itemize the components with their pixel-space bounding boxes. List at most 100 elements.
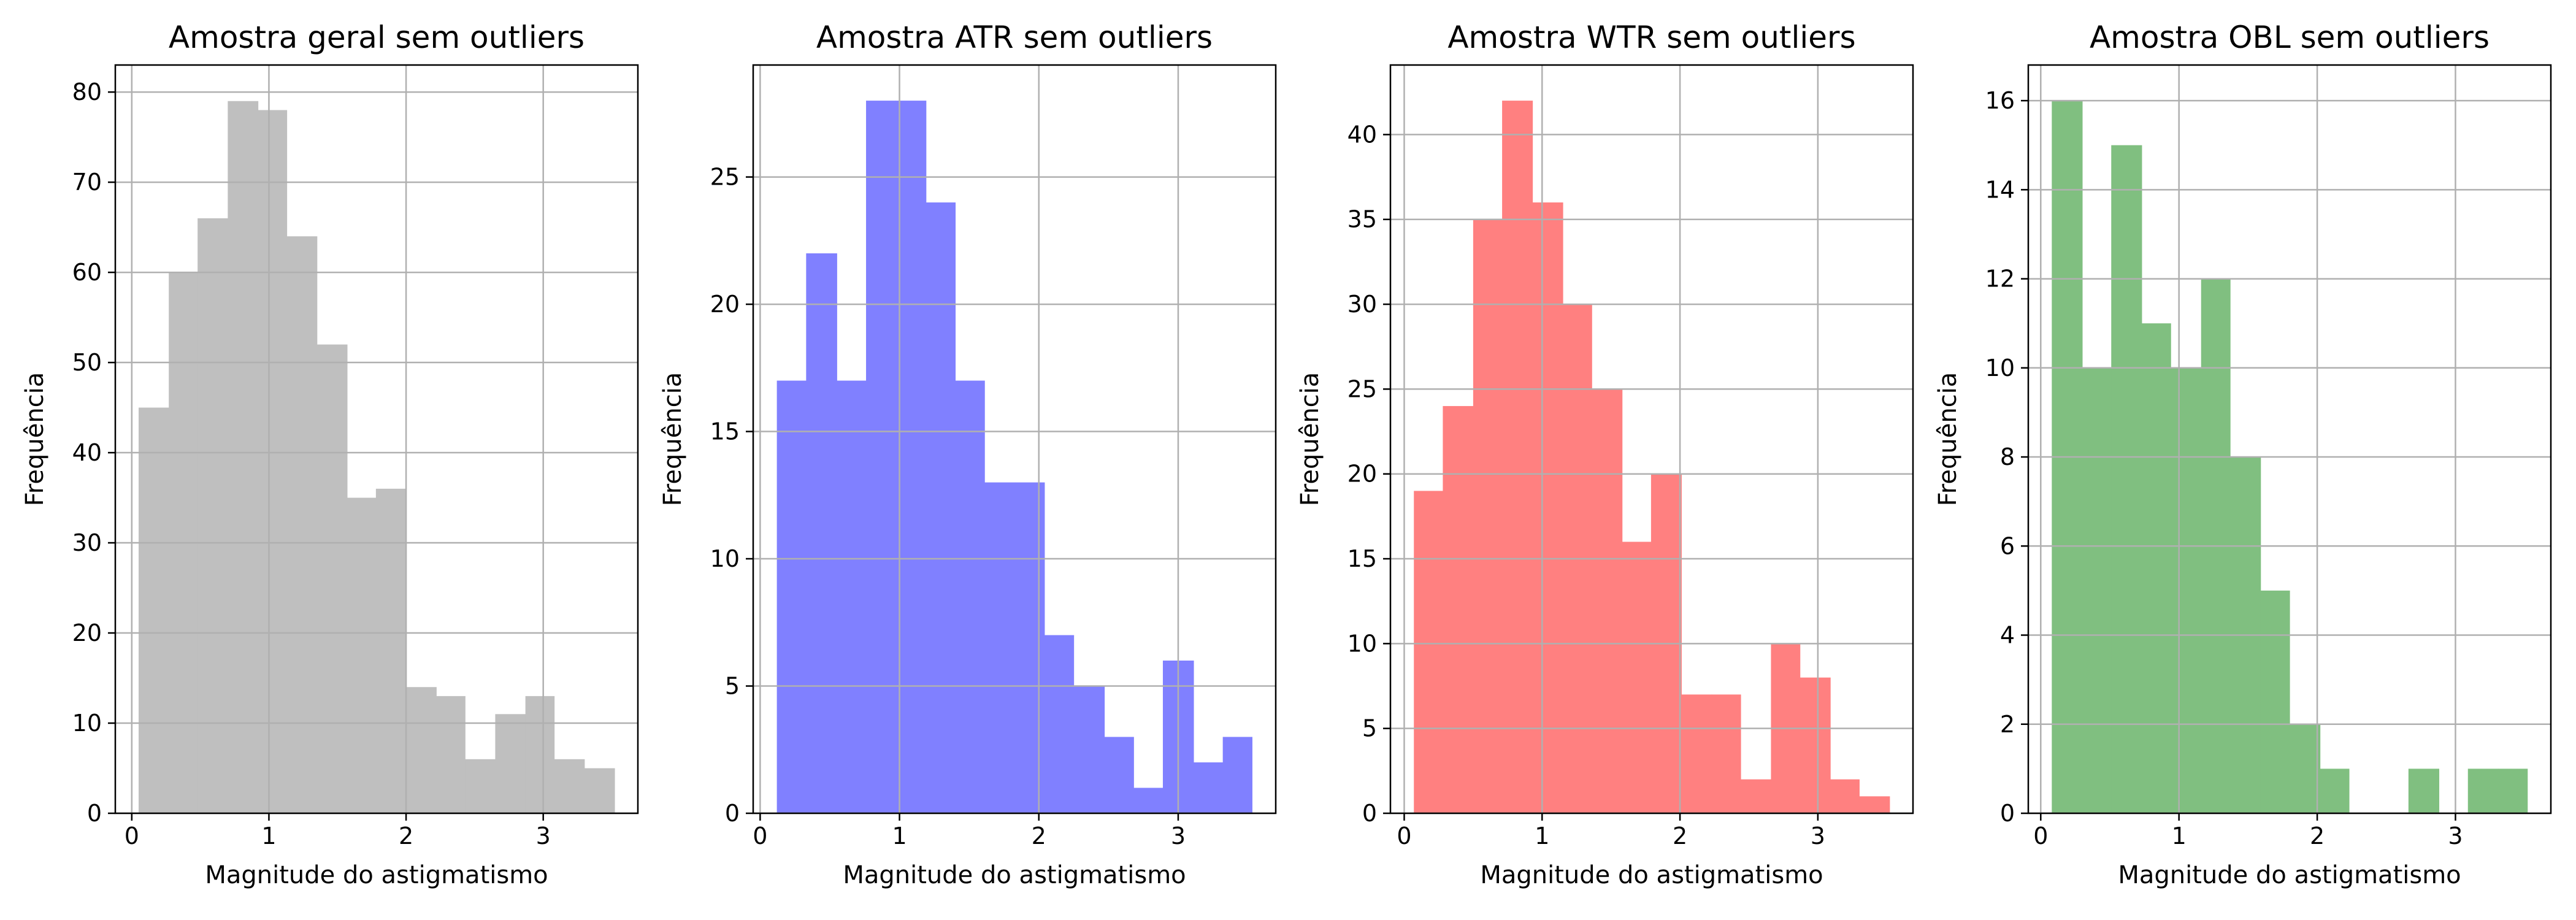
plot-frame: [114, 64, 639, 815]
histogram-bar: [1015, 482, 1045, 813]
histogram-bar: [1622, 542, 1652, 813]
y-tick-label: 30: [1347, 291, 1377, 318]
y-tick-label: 0: [2000, 800, 2015, 827]
y-tick-label: 10: [72, 710, 102, 737]
chart-title: Amostra ATR sem outliers: [816, 20, 1213, 55]
histogram-bar: [926, 202, 956, 814]
histogram-bar: [1741, 779, 1772, 813]
histogram-bar: [1502, 101, 1533, 814]
histogram-bar: [286, 236, 318, 813]
histogram-bar: [228, 101, 259, 813]
y-tick-label: 0: [1362, 800, 1377, 827]
y-tick-label: 25: [1347, 375, 1377, 402]
x-axis-label: Magnitude do astigmatismo: [1480, 861, 1823, 889]
y-tick-label: 35: [1347, 206, 1377, 233]
y-tick-label: 2: [2000, 711, 2015, 738]
plot-frame: [2027, 64, 2552, 815]
y-tick-label: 40: [1347, 121, 1377, 148]
x-tick-label: 0: [2033, 822, 2048, 849]
histogram-bar: [837, 380, 867, 813]
y-tick-label: 25: [710, 164, 740, 191]
y-axis-label: Frequência: [1934, 372, 1962, 507]
y-tick-label: 15: [710, 418, 740, 445]
x-tick-label: 3: [1811, 822, 1825, 849]
histogram-bar: [1222, 737, 1252, 813]
histogram-bar: [316, 344, 348, 813]
x-axis-label: Magnitude do astigmatismo: [205, 861, 548, 889]
histogram-bar: [2141, 323, 2171, 813]
histogram-bar: [1104, 737, 1134, 813]
y-tick-label: 12: [1985, 266, 2015, 293]
y-tick-label: 20: [1347, 461, 1377, 488]
chart-title: Amostra OBL sem outliers: [2090, 20, 2490, 55]
x-tick-label: 2: [2310, 822, 2325, 849]
histogram-bar: [806, 253, 837, 813]
histogram-bar: [2111, 145, 2142, 814]
histogram-bar: [2408, 769, 2440, 813]
histogram-bar: [984, 482, 1016, 813]
x-tick-label: 1: [892, 822, 907, 849]
histogram-bar: [258, 110, 288, 814]
y-tick-label: 70: [72, 169, 102, 196]
y-axis-label: Frequência: [659, 372, 687, 507]
histogram-bar: [1073, 686, 1105, 813]
histogram-bar: [406, 687, 437, 813]
x-tick-label: 2: [399, 822, 413, 849]
histogram-bar: [2260, 590, 2290, 813]
y-tick-label: 80: [72, 79, 102, 105]
y-tick-label: 6: [2000, 532, 2015, 559]
histogram-bar: [2320, 769, 2350, 813]
y-tick-label: 10: [1985, 355, 2015, 381]
histogram-bar: [1443, 406, 1474, 813]
plot-frame: [752, 64, 1277, 815]
y-tick-label: 30: [72, 529, 102, 556]
histogram-bar: [197, 218, 228, 813]
histogram-bar: [895, 101, 927, 814]
histogram-bar: [2467, 769, 2499, 813]
x-tick-label: 0: [753, 822, 767, 849]
y-tick-label: 14: [1985, 176, 2015, 203]
histogram-bar: [436, 696, 466, 813]
y-tick-label: 20: [710, 291, 740, 318]
histogram-bar: [1414, 491, 1444, 813]
y-axis-label: Frequência: [1296, 372, 1324, 507]
histogram-bar: [955, 380, 985, 813]
y-tick-label: 5: [1362, 715, 1377, 742]
y-tick-label: 16: [1985, 87, 2015, 114]
y-tick-label: 4: [2000, 622, 2015, 649]
histogram-bar: [1592, 389, 1623, 813]
histogram-bar: [495, 714, 526, 813]
x-tick-label: 3: [536, 822, 551, 849]
histogram-bar: [347, 497, 377, 813]
histogram-bar: [1044, 635, 1075, 813]
y-tick-label: 40: [72, 439, 102, 466]
x-tick-label: 1: [2172, 822, 2187, 849]
y-tick-label: 5: [725, 673, 740, 700]
y-tick-label: 50: [72, 349, 102, 376]
histogram-bar: [139, 407, 169, 813]
x-tick-label: 0: [1397, 822, 1411, 849]
y-tick-label: 0: [87, 800, 102, 827]
x-axis-label: Magnitude do astigmatismo: [2118, 861, 2461, 889]
y-tick-label: 10: [710, 545, 740, 572]
y-tick-label: 0: [725, 800, 740, 827]
histogram-bar: [584, 768, 615, 813]
x-tick-label: 3: [1171, 822, 1186, 849]
histogram-bar: [2498, 769, 2528, 813]
histogram-bar: [1473, 219, 1503, 813]
chart-panel-2: 0 1 2 3 0 5 10 15 20 25 Amostra ATR sem outliers Ma…: [659, 20, 1277, 889]
chart-title: Amostra WTR sem outliers: [1447, 20, 1855, 55]
histogram-bar: [1859, 796, 1890, 813]
y-tick-label: 15: [1347, 545, 1377, 572]
chart-title: Amostra geral sem outliers: [169, 20, 585, 55]
histogram-bar: [1711, 694, 1741, 813]
histogram-bar: [2171, 367, 2202, 813]
y-axis-label: Frequência: [21, 372, 49, 507]
histogram-bar: [2290, 724, 2321, 813]
histogram-bar: [465, 759, 496, 813]
histogram-bar: [1800, 677, 1831, 813]
